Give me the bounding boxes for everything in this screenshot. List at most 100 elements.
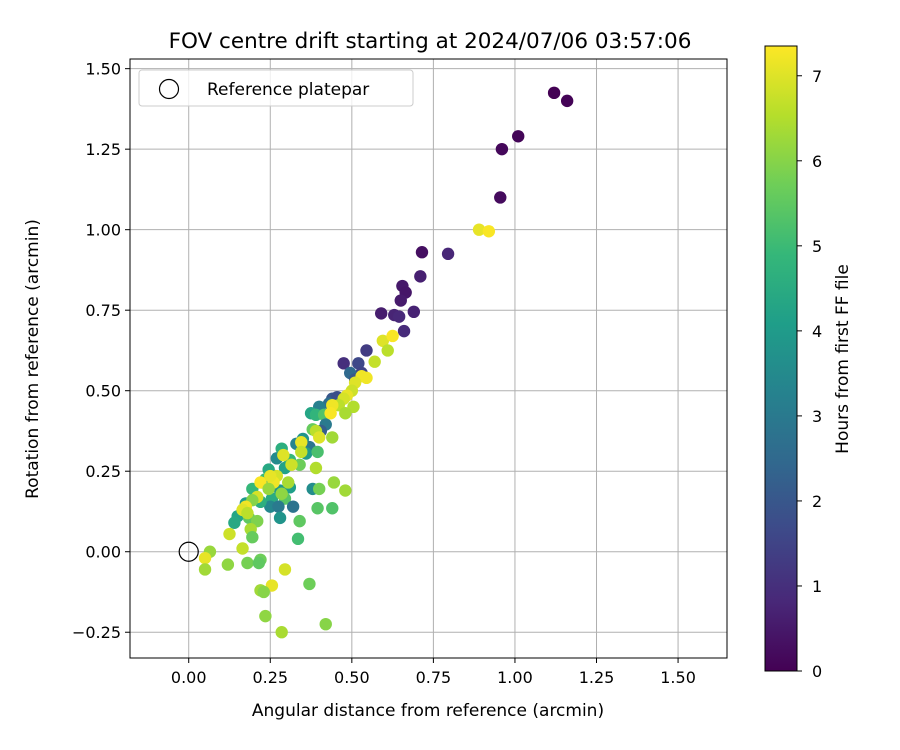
data-point [360, 371, 373, 385]
plot-area: 0.00 0.25 0.50 0.75 1.00 1.25 1.50 −0.250.000.… [72, 58, 728, 687]
data-point [293, 514, 306, 528]
data-point [313, 431, 326, 444]
data-point [397, 324, 411, 338]
data-point [326, 431, 339, 444]
x-tick-label: 0.75 [416, 668, 452, 687]
y-tick-label: 1.50 [85, 60, 121, 79]
data-point [386, 329, 399, 343]
colorbar-tick-label: 4 [812, 322, 822, 341]
data-point [392, 310, 406, 323]
colorbar-tick-label: 2 [812, 492, 822, 511]
data-point [275, 626, 288, 639]
data-point [228, 516, 241, 529]
data-point [547, 86, 561, 100]
data-point [494, 191, 507, 204]
colorbar-tick-label: 6 [812, 152, 822, 171]
x-tick-label: 1.00 [497, 668, 533, 687]
data-point [407, 305, 421, 319]
data-point [241, 556, 254, 570]
data-point [482, 225, 496, 238]
data-point [275, 487, 288, 500]
legend-label-reference-platepar: Reference platepar [207, 80, 369, 100]
y-tick-label: 0.00 [85, 543, 121, 562]
colorbar-tick-label: 5 [812, 237, 822, 256]
data-point [326, 502, 339, 515]
chart-title: FOV centre drift starting at 2024/07/06 … [169, 29, 692, 54]
data-point [311, 502, 324, 515]
data-point [264, 469, 277, 483]
data-point [368, 355, 381, 368]
x-tick-label: 1.50 [660, 668, 696, 687]
data-point [198, 563, 212, 576]
data-point [241, 506, 254, 520]
x-tick-label: 0.00 [171, 668, 207, 687]
data-point [313, 482, 326, 496]
reference-marker-layer [178, 541, 199, 562]
data-point [198, 551, 212, 565]
data-point [262, 482, 275, 496]
x-tick-label: 0.50 [334, 668, 370, 687]
data-point [309, 461, 323, 475]
data-point [560, 94, 574, 108]
data-point [311, 445, 324, 459]
grid-lines [130, 59, 727, 658]
data-point [272, 500, 285, 513]
y-tick-label: −0.25 [72, 623, 121, 642]
data-point [414, 270, 427, 283]
data-point [286, 500, 300, 513]
colorbar-tick-label: 3 [812, 407, 822, 426]
data-point [223, 527, 236, 541]
data-point [374, 307, 388, 320]
data-point [282, 476, 295, 489]
data-point [415, 246, 429, 259]
data-point [273, 511, 287, 525]
colorbar: 0 1 2 3 4 5 6 7 Hours from first FF file [764, 45, 853, 681]
y-tick-label: 1.00 [85, 221, 121, 240]
reference-platepar-marker [178, 541, 199, 562]
data-point [246, 531, 259, 544]
y-tick-label: 0.50 [85, 382, 121, 401]
axes-frame [129, 58, 728, 659]
scatter-points [198, 86, 574, 639]
legend-box [138, 69, 414, 107]
data-point [257, 585, 270, 599]
x-tick-label: 0.25 [252, 668, 288, 687]
data-point [285, 458, 298, 471]
colorbar-label: Hours from first FF file [833, 264, 853, 454]
data-point [352, 357, 365, 370]
data-point [495, 142, 509, 156]
data-point [277, 448, 290, 462]
y-axis-ticks: −0.25 0.00 0.25 0.50 0.75 1.00 1.25 1.50 [72, 60, 130, 642]
data-point [394, 294, 407, 307]
data-point [339, 407, 352, 420]
y-tick-label: 0.75 [85, 301, 121, 320]
data-point [295, 436, 308, 449]
data-point [472, 223, 486, 236]
legend-reference-marker [158, 78, 180, 100]
data-point [221, 558, 235, 571]
y-axis-label: Rotation from reference (arcmin) [23, 219, 43, 499]
data-point [324, 407, 337, 420]
data-point [337, 357, 350, 370]
data-point [360, 344, 373, 357]
y-tick-label: 0.25 [85, 462, 121, 481]
data-point [319, 617, 332, 631]
data-point [512, 130, 525, 143]
colorbar-gradient [764, 45, 798, 672]
colorbar-ticks: 0 1 2 3 4 5 6 7 [797, 67, 822, 681]
data-point [236, 542, 249, 555]
legend: Reference platepar [138, 69, 414, 107]
colorbar-tick-label: 7 [812, 67, 822, 86]
y-tick-label: 1.25 [85, 140, 121, 159]
colorbar-tick-label: 1 [812, 577, 822, 596]
data-point [381, 344, 394, 357]
data-point [303, 577, 316, 591]
data-point [441, 247, 455, 261]
x-axis-ticks: 0.00 0.25 0.50 0.75 1.00 1.25 1.50 [171, 658, 696, 687]
data-point [278, 563, 292, 576]
x-tick-label: 1.25 [579, 668, 615, 687]
data-point [376, 334, 390, 347]
x-axis-label: Angular distance from reference (arcmin) [252, 701, 604, 721]
data-point [259, 609, 272, 623]
data-point [295, 445, 308, 459]
